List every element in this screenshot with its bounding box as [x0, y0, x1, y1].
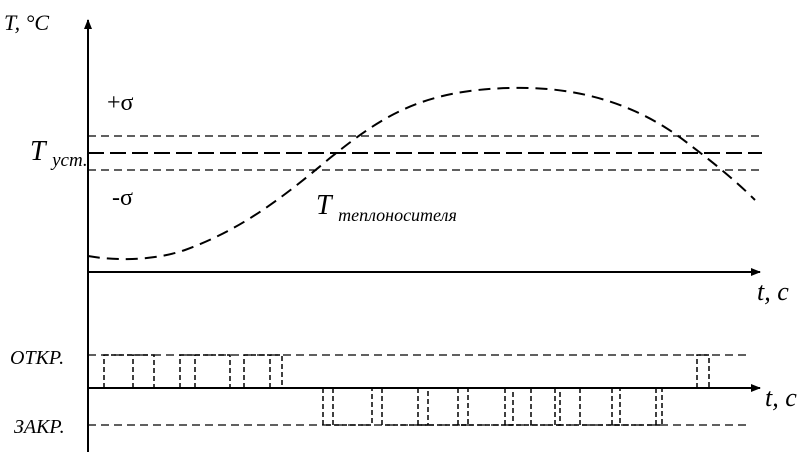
closed-pulse [417, 388, 469, 426]
closed-pulse [381, 388, 429, 426]
coolant-temperature-label-main: T [316, 190, 334, 221]
plus-sigma-label: +σ [107, 90, 134, 116]
closed-pulse [322, 388, 373, 426]
setpoint-label-main: T [30, 136, 48, 167]
open-pulse [179, 354, 231, 388]
coolant-temperature-curve [87, 86, 756, 261]
setpoint-label-sub: уст. [50, 150, 88, 171]
open-pulse [243, 354, 283, 388]
closed-pulses [322, 388, 663, 426]
closed-pulse [554, 388, 621, 426]
open-level-label: ОТКР. [10, 347, 64, 369]
closed-pulse [611, 388, 663, 426]
open-pulse [696, 354, 710, 388]
closed-pulse [504, 388, 561, 426]
coolant-temperature-label: T теплоносителя [316, 190, 457, 225]
minus-sigma-label: -σ [112, 185, 133, 211]
temperature-axis-label: T, °C [4, 10, 49, 35]
coolant-temperature-label-sub: теплоносителя [338, 205, 457, 225]
closed-level-label: ЗАКР. [14, 416, 65, 438]
setpoint-label: T уст. [30, 136, 88, 171]
time-axis-bottom-label: t, c [765, 383, 797, 412]
open-pulse [103, 354, 155, 388]
closed-pulse [457, 388, 514, 426]
open-pulses [103, 354, 710, 388]
time-axis-top-label: t, c [757, 277, 789, 306]
